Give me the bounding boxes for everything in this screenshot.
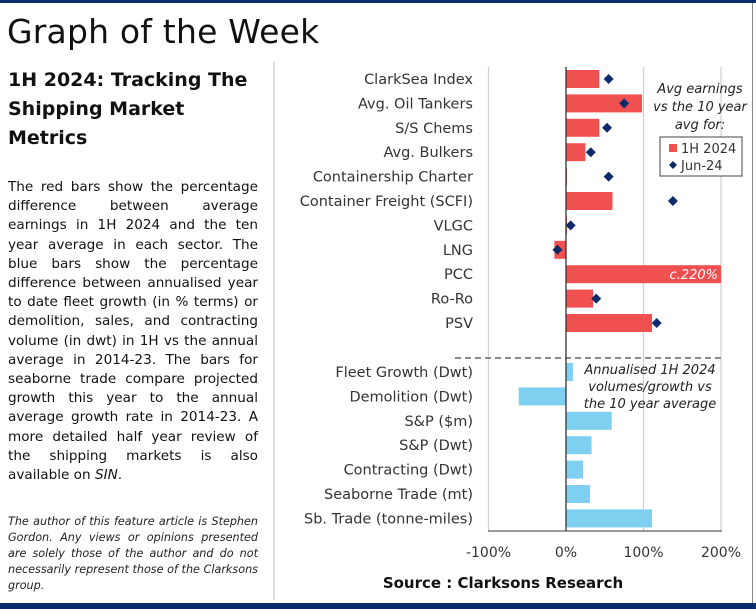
legend-swatch-1h-2024 (669, 144, 677, 152)
bar-1h-2024 (566, 70, 600, 88)
paragraph-text: The red bars show the percentage differe… (8, 179, 258, 484)
bottom-border (0, 603, 756, 609)
bar-1h-2024 (566, 143, 586, 162)
marker-jun-24 (591, 293, 602, 304)
marker-jun-24 (603, 74, 614, 84)
bar-1h-2024 (566, 265, 721, 284)
bar-1h-2024 (566, 314, 653, 332)
x-tick-label: 100% (623, 545, 663, 561)
article-heading: 1H 2024: Tracking The Shipping Market Me… (8, 69, 248, 149)
marker-jun-24 (603, 171, 614, 182)
marker-jun-24 (667, 196, 678, 206)
bar-1h-2024 (566, 192, 613, 210)
activity-note: the 10 year average (584, 397, 717, 412)
legend-title: Avg earnings (656, 82, 743, 97)
category-label: S/S Chems (395, 121, 473, 137)
category-label: Fleet Growth (Dwt) (335, 365, 473, 381)
legend-title: avg for: (675, 118, 725, 133)
category-label: S&P ($m) (404, 414, 473, 430)
bar-activity (566, 363, 573, 381)
bar-activity (566, 436, 592, 455)
bar-1h-2024 (566, 118, 600, 137)
sin-reference: SIN (94, 467, 118, 484)
category-label: Sb. Trade (tonne-miles) (304, 511, 473, 527)
page-title: Graph of the Week (7, 12, 320, 51)
legend-box (659, 136, 743, 177)
bar-activity (566, 411, 612, 430)
bar-activity (566, 460, 584, 479)
bar-activity (566, 485, 591, 503)
marker-jun-24 (602, 122, 613, 133)
activity-note: volumes/growth vs (588, 380, 712, 395)
bar-annotation: c.220% (670, 268, 718, 283)
legend-label-1h-2024: 1H 2024 (681, 142, 736, 157)
legend-swatch-jun-24 (669, 161, 677, 169)
x-tick-label: 0% (555, 545, 577, 561)
bar-activity (518, 387, 566, 406)
legend-label-jun-24: Jun-24 (680, 159, 723, 174)
marker-jun-24 (552, 244, 563, 255)
category-label: Demolition (Dwt) (349, 389, 473, 405)
category-label: VLGC (434, 218, 473, 234)
article-paragraph: The red bars show the percentage differe… (8, 178, 258, 485)
category-label: Container Freight (SCFI) (300, 194, 473, 210)
category-label: PSV (445, 316, 473, 332)
right-border (752, 3, 753, 603)
category-label: Seaborne Trade (mt) (324, 487, 473, 503)
category-label: S&P (Dwt) (399, 438, 473, 454)
category-label: ClarkSea Index (364, 72, 473, 88)
paragraph-end: . (117, 467, 123, 484)
top-border (0, 0, 756, 3)
category-label: Avg. Oil Tankers (358, 96, 473, 112)
bar-activity (566, 509, 653, 528)
source-label: Source : Clarksons Research (383, 574, 623, 592)
x-tick-label: 200% (701, 545, 741, 561)
bar-1h-2024 (566, 94, 642, 113)
marker-jun-24 (565, 220, 576, 231)
category-label: Contracting (Dwt) (344, 463, 473, 479)
category-label: Ro-Ro (431, 292, 473, 308)
category-label: Avg. Bulkers (383, 145, 473, 161)
category-label: LNG (443, 243, 473, 259)
activity-note: Annualised 1H 2024 (583, 363, 715, 378)
category-label: Containership Charter (313, 170, 473, 186)
marker-jun-24 (651, 318, 662, 328)
author-note: The author of this feature article is St… (8, 515, 258, 592)
legend-title: vs the 10 year (653, 100, 748, 115)
marker-jun-24 (619, 98, 630, 109)
marker-jun-24 (585, 147, 596, 158)
category-label: PCC (444, 267, 473, 283)
x-tick-label: -100% (466, 545, 511, 561)
bar-1h-2024 (566, 289, 594, 308)
